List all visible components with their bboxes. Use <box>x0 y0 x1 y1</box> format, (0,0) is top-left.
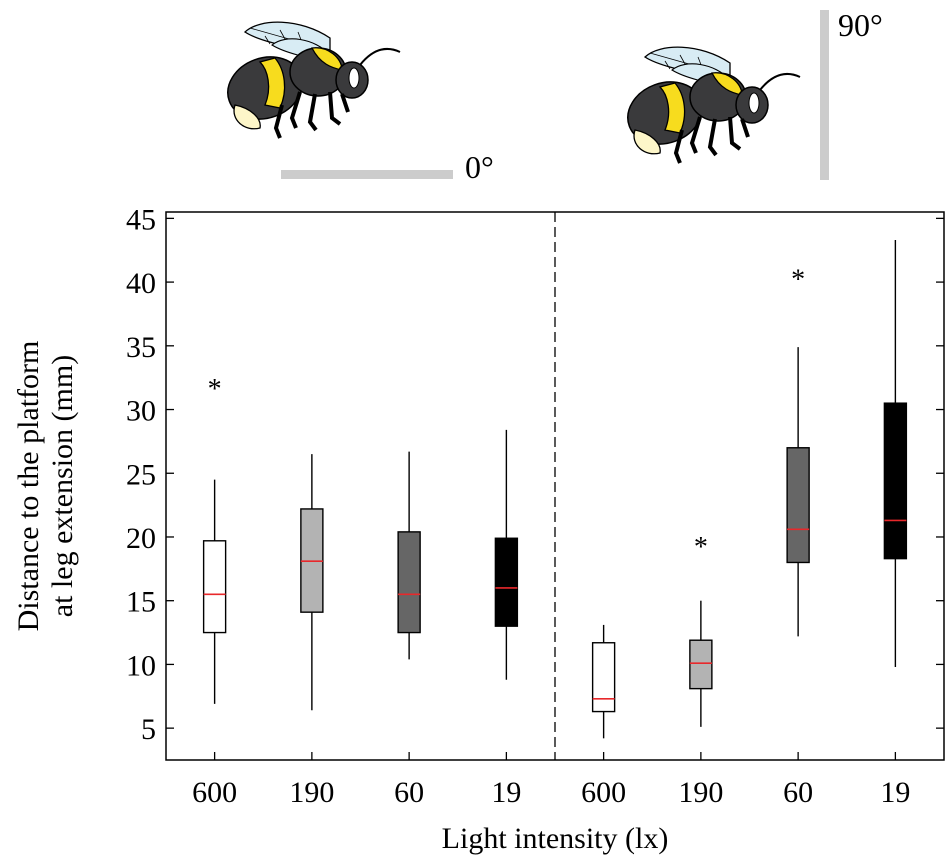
y-axis-label-line2: at leg extension (mm) <box>46 355 79 617</box>
y-tick-label: 40 <box>126 267 156 300</box>
outlier-marker: * <box>791 264 805 295</box>
box <box>689 639 713 690</box>
y-tick-label: 20 <box>126 522 156 555</box>
outlier-marker: * <box>694 532 708 563</box>
y-tick-label: 25 <box>126 458 156 491</box>
angle-label-90: 90° <box>838 7 883 43</box>
x-tick-label: 600 <box>192 776 237 809</box>
box <box>883 402 908 560</box>
x-tick-label: 19 <box>491 776 521 809</box>
box <box>397 531 421 634</box>
x-tick-label: 190 <box>289 776 334 809</box>
y-tick-label: 30 <box>126 395 156 428</box>
box <box>202 540 227 634</box>
outlier-marker: * <box>208 374 222 405</box>
y-axis-label-line1: Distance to the platform <box>12 341 45 632</box>
bee-illustration-90deg <box>617 10 829 180</box>
x-axis-label: Light intensity (lx) <box>442 822 669 855</box>
y-tick-label: 15 <box>126 586 156 619</box>
angle-label-0: 0° <box>465 149 494 185</box>
y-tick-label: 35 <box>126 331 156 364</box>
box <box>591 642 616 713</box>
y-tick-label: 10 <box>126 649 156 682</box>
bee-illustration-0deg <box>217 20 453 179</box>
x-tick-label: 600 <box>581 776 626 809</box>
x-tick-label: 60 <box>783 776 813 809</box>
platform-horizontal <box>281 170 453 179</box>
box <box>494 537 519 627</box>
plot-area: 5 10 15 20 25 30 35 40 45 600 * 190 60 19 600 190 * 60 * 19… <box>12 203 945 855</box>
x-tick-label: 190 <box>678 776 723 809</box>
x-tick-label: 60 <box>394 776 424 809</box>
x-tick-label: 19 <box>880 776 910 809</box>
box <box>786 447 810 564</box>
y-tick-label: 5 <box>141 713 156 746</box>
platform-vertical <box>820 10 829 180</box>
y-tick-label: 45 <box>126 203 156 236</box>
